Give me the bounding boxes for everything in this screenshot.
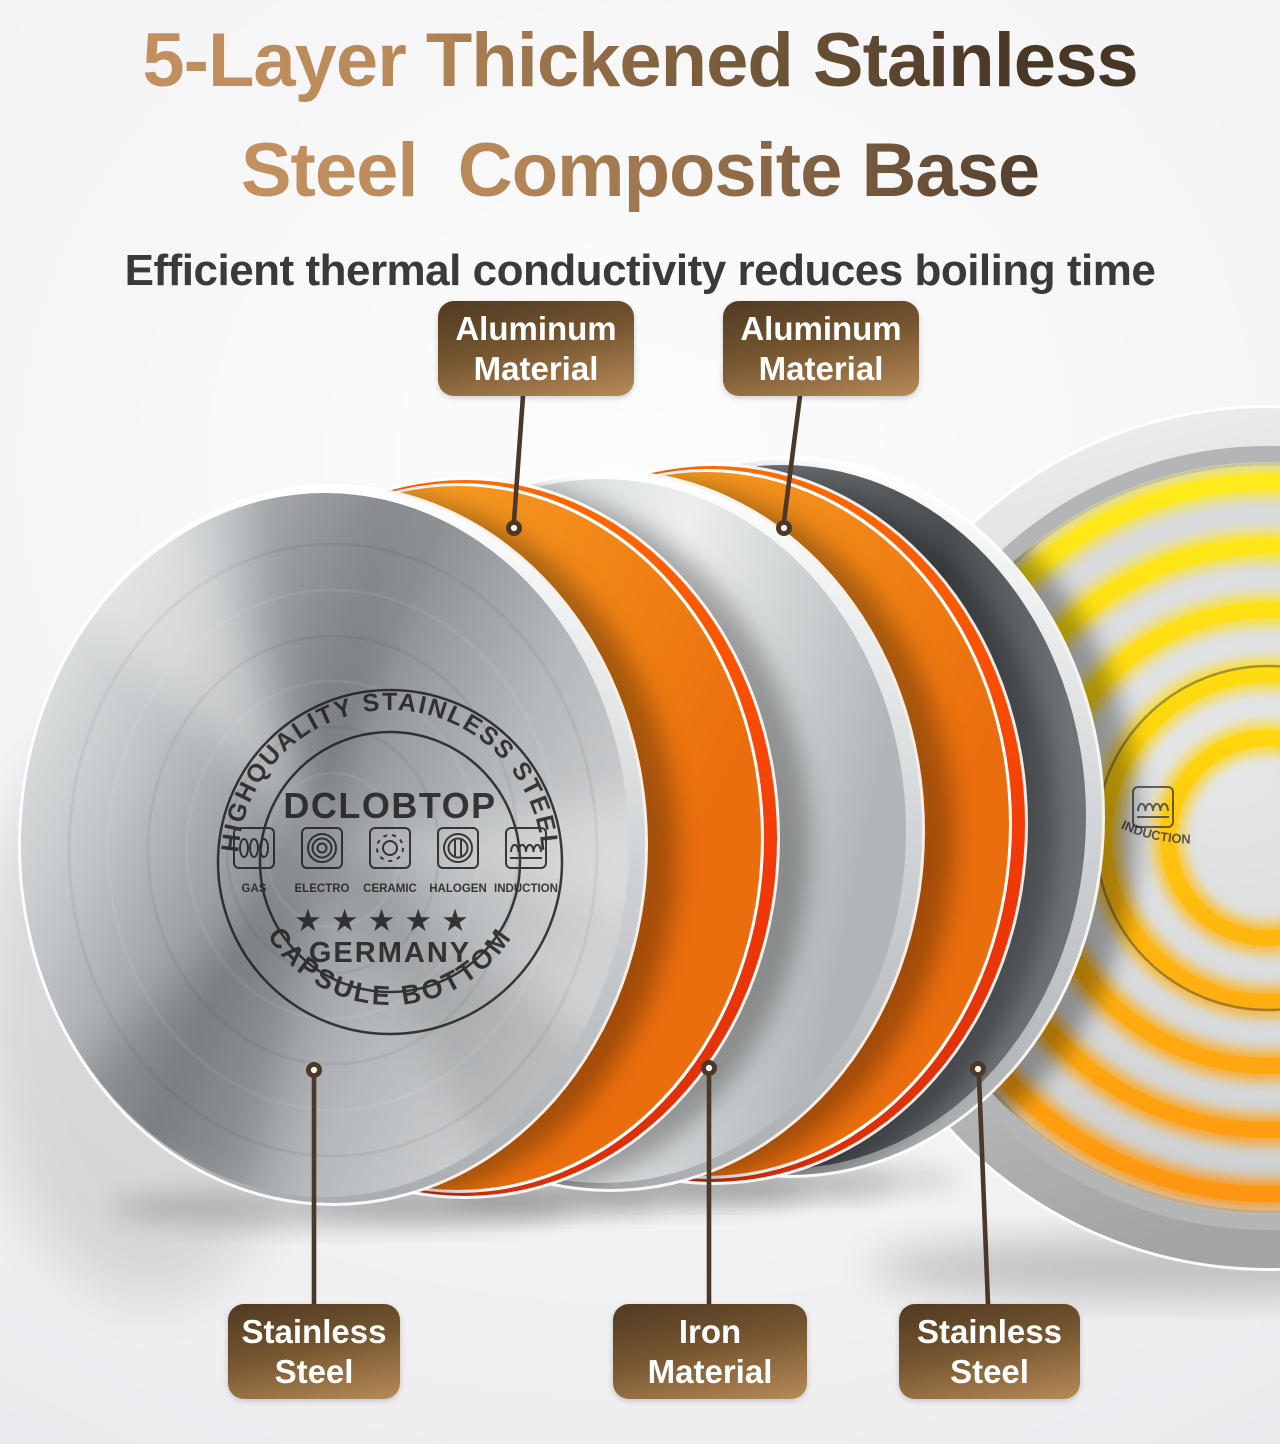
leader-dot	[970, 1061, 986, 1077]
leader-lines	[311, 393, 991, 1307]
callout-label: Steel	[274, 1352, 354, 1390]
hob-label-gas: GAS	[242, 883, 267, 895]
hob-icons-row	[233, 827, 547, 869]
callout-label: Stainless	[917, 1312, 1062, 1350]
hob-label-electro: ELECTRO	[295, 883, 350, 895]
five-stars: ★★★★★	[294, 903, 478, 938]
callout-label: Material	[758, 349, 884, 387]
leader-line-aluminum-1	[511, 393, 526, 524]
induction-hob-icon	[505, 827, 547, 869]
gas-hob-icon	[233, 827, 275, 869]
callout-label: Steel	[950, 1352, 1029, 1390]
hob-icon-labels: GAS ELECTRO CERAMIC HALOGEN INDUCTION	[242, 883, 558, 895]
leader-dot	[306, 1062, 322, 1078]
callout-aluminum-1: Aluminum Material	[438, 301, 634, 396]
ceramic-hob-icon	[369, 827, 411, 869]
halogen-hob-icon	[437, 827, 479, 869]
subtitle: Efficient thermal conductivity reduces b…	[124, 246, 1156, 295]
callout-stainless-front: Stainless Steel	[228, 1304, 400, 1399]
leader-dots	[306, 520, 986, 1078]
heat-ring	[1160, 730, 1280, 946]
leader-dot	[701, 1060, 717, 1076]
callout-aluminum-2: Aluminum Material	[723, 301, 919, 396]
callout-iron: Iron Material	[613, 1304, 807, 1399]
callout-label: Iron	[678, 1312, 742, 1350]
callout-stainless-back: Stainless Steel	[899, 1304, 1080, 1399]
title-line-1: 5-Layer Thickened Stainless	[0, 6, 1280, 116]
layer-disc-stainless-front: HIGHQUALITY STAINLESS STEEL DCLOBTOP	[18, 484, 648, 1206]
country-stamp: GERMANY	[309, 937, 471, 969]
brand-name: DCLOBTOP	[283, 785, 496, 826]
leader-dot	[506, 520, 522, 536]
leader-line-stainless-back	[976, 1074, 991, 1307]
callout-label: Aluminum	[740, 309, 902, 347]
callout-label: Aluminum	[455, 309, 617, 347]
callout-label: Stainless	[241, 1312, 387, 1350]
page-title: 5-Layer Thickened Stainless Steel Compos…	[0, 6, 1280, 226]
hob-label-halogen: HALOGEN	[429, 883, 487, 895]
callout-label: Material	[647, 1352, 773, 1390]
leader-dot	[776, 520, 792, 536]
hob-label-ceramic: CERAMIC	[363, 883, 417, 895]
electro-hob-icon	[301, 827, 343, 869]
callout-label: Material	[473, 349, 599, 387]
front-disc-shine: HIGHQUALITY STAINLESS STEEL DCLOBTOP	[30, 493, 629, 1197]
title-line-2: Steel Composite Base	[0, 116, 1280, 226]
hob-label-induction: INDUCTION	[494, 883, 558, 895]
leader-line-aluminum-2	[781, 393, 803, 524]
